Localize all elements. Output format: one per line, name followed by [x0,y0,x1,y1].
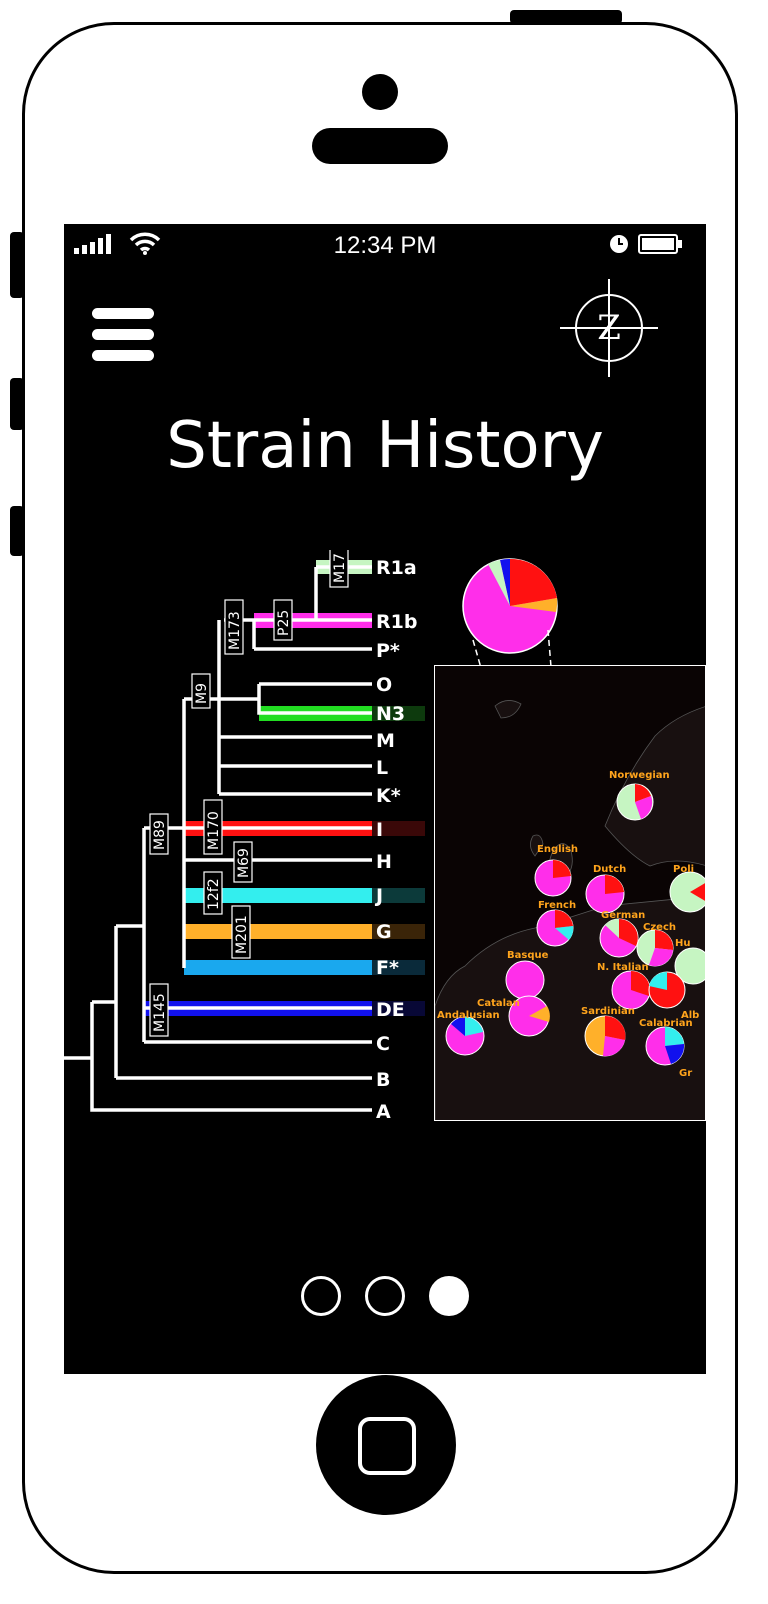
pie-czech [636,929,674,967]
map-label-alb: Alb [681,1010,699,1021]
map-label-german: German [601,910,645,921]
leaf-c: C [376,1033,390,1055]
marker-m170: M170 [203,799,223,855]
tree-branches [64,565,372,1112]
svg-text:M145: M145 [152,993,168,1032]
pie-poli [669,871,705,913]
leaf-labels: R1a R1b P* O N3 M L K* I H J G F* DE C B… [374,557,417,1123]
svg-text:12f2: 12f2 [206,878,222,910]
map-label-french: French [538,900,576,911]
page-indicator [64,1276,706,1321]
map-label-catalan: Catalan [477,998,520,1009]
svg-text:M89: M89 [152,820,168,850]
pie-n-italian [611,970,651,1010]
marker-p25: P25 [273,599,293,641]
leaf-r1b: R1b [376,611,417,633]
page-dot-1[interactable] [300,1276,341,1316]
logo-letter: Z [597,308,621,348]
marker-m69: M69 [233,841,253,883]
mutation-markers: M17 P25 M173 M9 M89 M170 [149,550,349,1037]
map-label-english: English [537,844,578,855]
earpiece-speaker [312,128,448,164]
map-label-sardinian: Sardinian [581,1006,635,1017]
pie-german [599,918,639,958]
signal-bars-icon [74,234,111,254]
marker-m145: M145 [149,983,169,1037]
pie-dutch [585,874,625,914]
leaf-n3: N3 [376,703,405,725]
map-label-gr: Gr [679,1068,692,1079]
status-bar: 12:34 PM [64,224,706,268]
svg-text:M9: M9 [194,683,210,704]
svg-text:M201: M201 [234,915,250,954]
map-label-andalusian: Andalusian [437,1010,500,1021]
leaf-i: I [376,819,383,841]
marker-m173: M173 [224,599,244,655]
wifi-icon [129,232,161,255]
page-dot-2[interactable] [365,1276,405,1316]
map-label-basque: Basque [507,950,549,961]
map-label-dutch: Dutch [593,864,626,875]
svg-text:M170: M170 [206,811,222,850]
leaf-k: K* [376,785,401,807]
battery-icon [638,234,682,254]
leaf-a: A [376,1101,391,1123]
pie-n-italian-2 [648,971,686,1009]
alarm-clock-icon [610,235,628,253]
map-label-norwegian: Norwegian [609,770,670,781]
z-logo-icon[interactable]: Z [560,279,658,377]
map-label-poli: Poli [673,864,694,875]
marker-12f2: 12f2 [203,871,223,915]
pie-basque [505,960,545,1000]
svg-text:M17: M17 [332,553,348,583]
marker-m17: M17 [329,550,349,588]
leaf-de: DE [376,999,405,1021]
top-power-button [510,10,622,24]
status-time: 12:34 PM [333,232,437,259]
leaf-l: L [376,757,388,779]
home-square-icon [358,1417,416,1475]
regional-pie-charts: Norwegian English Dutch Poli French Germ… [437,770,705,1079]
svg-text:P25: P25 [276,610,292,636]
leaf-r1a: R1a [376,557,417,579]
leaf-g: G [376,921,392,943]
map-label-calabrian: Calabrian [639,1018,693,1029]
pie-calabrian [645,1026,685,1066]
marker-m9: M9 [191,673,211,709]
front-camera [362,74,398,110]
pie-french [536,909,574,947]
pie-hu [674,947,705,985]
strain-tree-figure: M17 P25 M173 M9 M89 M170 [64,550,567,1123]
zoomed-pie-chart [462,558,567,851]
leaf-p: P* [376,640,400,662]
home-button[interactable] [316,1375,456,1515]
europe-map-panel: Norwegian English Dutch Poli French Germ… [434,665,706,1121]
leaf-o: O [376,674,392,696]
marker-m89: M89 [149,813,169,855]
pie-sardinian [584,1015,626,1057]
app-screen: 12:34 PM Z Strain History [64,224,706,1374]
page-dot-3[interactable] [429,1276,470,1316]
volume-down-button [10,506,24,556]
leaf-m: M [376,730,395,752]
map-label-czech: Czech [643,922,676,933]
svg-text:M173: M173 [227,611,243,650]
leaf-j: J [374,885,383,907]
svg-text:M69: M69 [236,848,252,878]
volume-up-button [10,378,24,430]
pie-catalan [508,995,550,1037]
map-label-hu: Hu [675,938,691,949]
pie-norwegian [616,783,654,821]
marker-m201: M201 [231,905,251,959]
pie-english [534,859,572,897]
mute-switch [10,232,24,298]
leaf-f: F* [376,957,399,979]
leaf-b: B [376,1069,390,1091]
hamburger-menu-icon[interactable] [92,308,154,362]
page-title: Strain History [166,409,604,483]
pie-andalusian [445,1016,485,1056]
map-label-n-italian: N. Italian [597,962,649,973]
leaf-h: H [376,851,392,873]
